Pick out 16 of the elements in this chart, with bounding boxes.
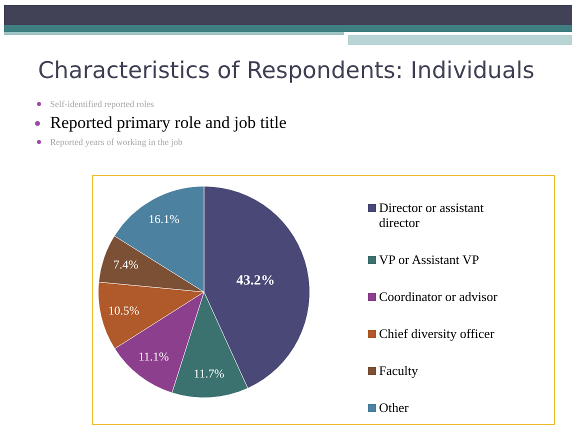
legend-label: Faculty <box>379 363 418 378</box>
data-label: 16.1% <box>148 212 180 226</box>
chart-title: Characteristics of Respondents: Individuals <box>38 58 534 84</box>
legend-label: Director or assistant director <box>379 200 485 230</box>
legend-label: Other <box>379 400 409 415</box>
text: Self-identified reported roles <box>50 99 154 109</box>
legend-label: Coordinator or advisor <box>379 289 498 304</box>
data-label: 10.5% <box>108 303 140 318</box>
data-label: 11.1% <box>138 349 169 364</box>
text: Reported primary role and job title <box>50 113 287 132</box>
data-label: 11.7% <box>194 366 224 380</box>
data-label: 7.4% <box>113 258 138 272</box>
data-label: 43.2% <box>236 273 275 288</box>
text: Reported years of working in the job <box>50 137 182 147</box>
legend-label: Chief diversity officer <box>379 326 494 341</box>
legend-label: VP or Assistant VP <box>379 252 480 267</box>
